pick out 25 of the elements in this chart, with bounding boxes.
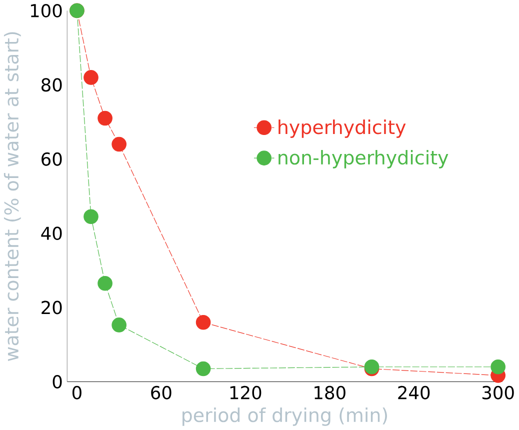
y-tick-label: 20 [42,300,62,314]
y-tick-label: 100 [30,4,62,18]
x-tick-label: 120 [230,386,262,400]
point [98,110,112,126]
x-tick-label: 180 [314,386,346,400]
point [112,136,126,152]
y-tick-label: 80 [42,78,62,92]
x-tick-label: 60 [151,386,172,400]
legend-label: hyperhydicity [278,120,406,138]
legend-label: non-hyperhydicity [278,150,448,168]
y-tick-label: 60 [42,152,62,166]
x-tick-label: 0 [72,386,82,400]
point [84,70,98,85]
y-tick-label: 40 [41,226,62,240]
x-axis-title: period of drying (min) [182,408,387,426]
point [84,209,98,224]
point [196,315,211,330]
point [196,361,211,376]
y-axis-title: water content (% of water at start) [4,32,21,362]
point [490,360,506,374]
y-tick-label: 0 [52,375,62,389]
point [98,276,112,291]
point [112,318,126,332]
x-tick-label: 240 [398,386,430,400]
x-tick-label: 300 [482,386,514,400]
